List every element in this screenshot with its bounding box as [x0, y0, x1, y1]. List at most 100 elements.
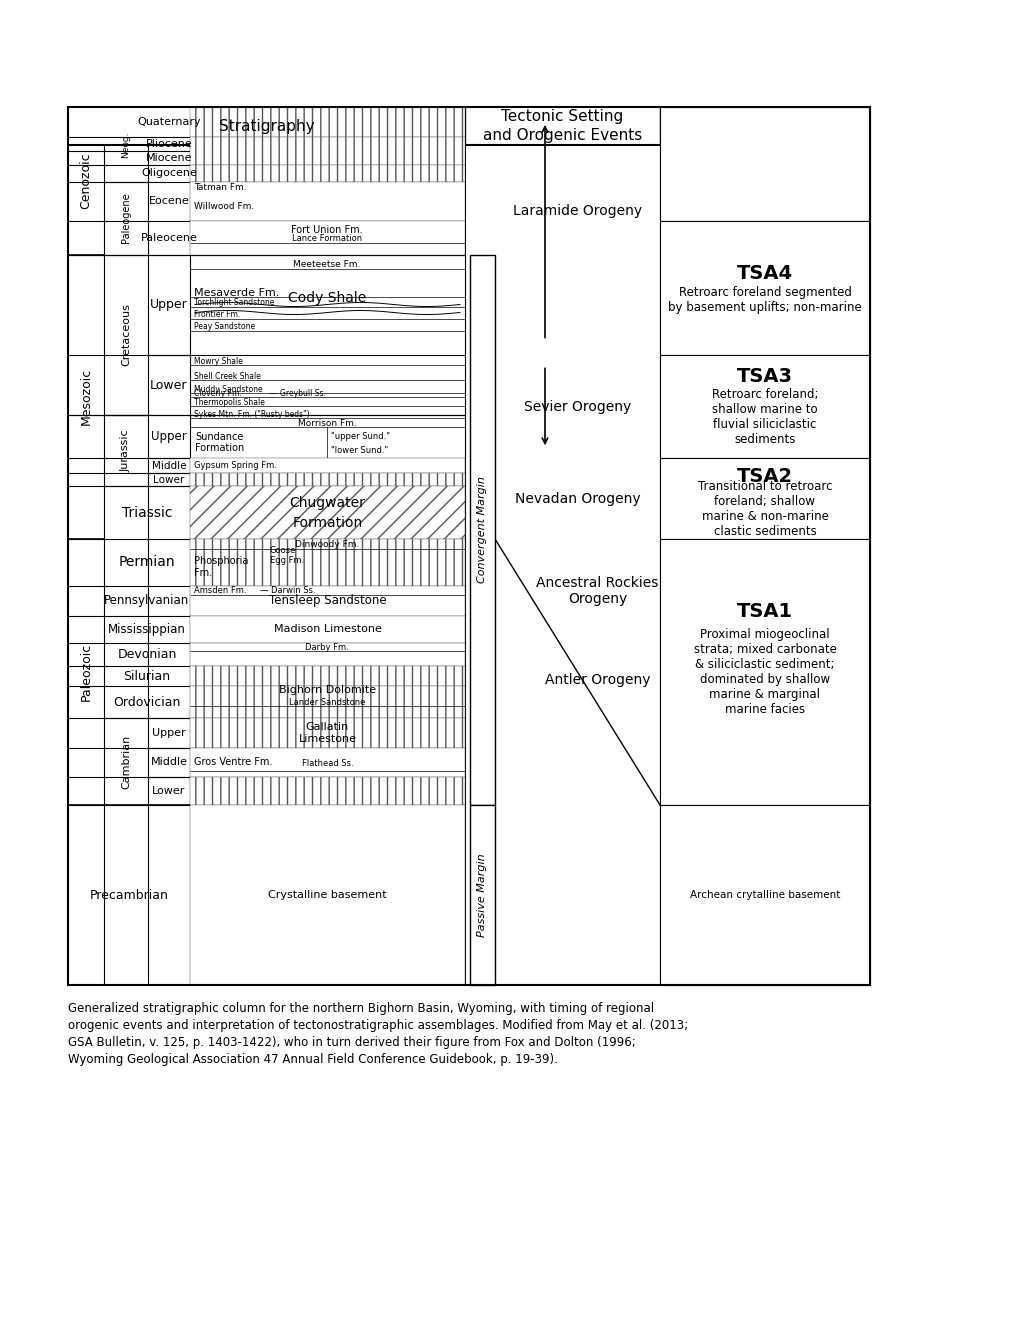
Bar [190, 539, 465, 586]
Text: Neog.: Neog. [121, 131, 130, 157]
Text: Antler Orogeny: Antler Orogeny [544, 673, 650, 688]
Text: Mesozoic: Mesozoic [79, 368, 93, 425]
Text: Crystalline basement: Crystalline basement [268, 890, 386, 900]
Bar [190, 667, 465, 686]
Text: Proximal miogeoclinal
strata; mixed carbonate
& siliciclastic sediment;
dominate: Proximal miogeoclinal strata; mixed carb… [693, 628, 836, 715]
Text: Paleocene: Paleocene [141, 232, 198, 243]
Text: Oligocene: Oligocene [141, 168, 197, 178]
Text: Middle: Middle [151, 758, 187, 767]
Bar [190, 643, 465, 667]
Bar [470, 805, 494, 985]
Text: Ancestral Rockies
Orogeny: Ancestral Rockies Orogeny [536, 576, 658, 606]
Bar [659, 355, 869, 458]
Bar [190, 586, 465, 616]
Text: Meeteetse Fm.: Meeteetse Fm. [293, 260, 361, 269]
Text: "upper Sund.": "upper Sund." [331, 432, 389, 441]
Text: Paleogene: Paleogene [121, 193, 130, 243]
Text: Devonian: Devonian [117, 648, 176, 661]
Text: TSA3: TSA3 [737, 367, 792, 387]
Text: Lander Sandstone: Lander Sandstone [288, 697, 365, 706]
Text: Cloverly Fm.: Cloverly Fm. [194, 388, 242, 397]
Text: — Darwin Ss.: — Darwin Ss. [260, 586, 315, 595]
Text: Upper: Upper [151, 430, 186, 444]
Text: Ordovician: Ordovician [113, 696, 180, 709]
Text: TSA1: TSA1 [736, 602, 793, 622]
Text: Tatman Fm.: Tatman Fm. [194, 183, 247, 193]
Bar [470, 255, 494, 805]
Text: Silurian: Silurian [123, 669, 170, 682]
Bar [190, 458, 465, 473]
Text: Convergent Margin: Convergent Margin [477, 477, 487, 583]
Text: Frontier Fm.: Frontier Fm. [194, 310, 240, 319]
Text: Gallatin
Limestone: Gallatin Limestone [299, 722, 357, 743]
Text: Darby Fm.: Darby Fm. [305, 643, 348, 652]
Text: Phosphoria
Fm.: Phosphoria Fm. [194, 557, 249, 578]
Text: Triassic: Triassic [121, 506, 172, 520]
Text: Formation: Formation [292, 516, 363, 529]
Text: Stratigraphy: Stratigraphy [218, 119, 314, 133]
Text: Chugwater: Chugwater [289, 495, 365, 510]
Text: Sykes Mtn. Fm. ("Rusty beds"): Sykes Mtn. Fm. ("Rusty beds") [194, 411, 310, 418]
Bar [190, 473, 465, 486]
Bar [659, 222, 869, 355]
Bar [190, 486, 465, 539]
Text: Bighorn Dolomite: Bighorn Dolomite [278, 685, 376, 696]
Bar [659, 107, 869, 222]
Text: Archean crytalline basement: Archean crytalline basement [689, 890, 840, 900]
Bar [190, 718, 465, 748]
Text: Dinwoody Fm.: Dinwoody Fm. [294, 540, 359, 549]
Bar [190, 686, 465, 718]
Text: Retroarc foreland;
shallow marine to
fluvial siliciclastic
sediments: Retroarc foreland; shallow marine to flu… [711, 388, 817, 446]
Text: Pliocene: Pliocene [146, 139, 193, 149]
Text: Lower: Lower [153, 475, 184, 484]
Text: Goose
Egg Fm.: Goose Egg Fm. [270, 545, 304, 565]
Text: Quaternary: Quaternary [137, 117, 201, 127]
Text: Transitional to retroarc
foreland; shallow
marine & non-marine
clastic sediments: Transitional to retroarc foreland; shall… [697, 479, 832, 537]
Text: Mesaverde Fm.: Mesaverde Fm. [194, 288, 279, 297]
Text: Upper: Upper [150, 298, 187, 312]
Text: Flathead Ss.: Flathead Ss. [302, 759, 353, 768]
Bar [68, 107, 869, 985]
Text: Retroarc foreland segmented
by basement uplifts; non-marine: Retroarc foreland segmented by basement … [667, 286, 861, 314]
Text: Sundance
Formation: Sundance Formation [195, 432, 244, 454]
Text: Mowry Shale: Mowry Shale [194, 356, 243, 366]
Text: Lance Formation: Lance Formation [291, 234, 362, 243]
Text: Permian: Permian [118, 556, 175, 569]
Text: Generalized stratigraphic column for the northern Bighorn Basin, Wyoming, with t: Generalized stratigraphic column for the… [68, 1002, 688, 1067]
Text: Cambrian: Cambrian [121, 734, 130, 788]
Text: Morrison Fm.: Morrison Fm. [298, 418, 356, 428]
Text: Cody Shale: Cody Shale [288, 292, 366, 305]
Text: Middle: Middle [152, 461, 186, 471]
Text: Tectonic Setting
and Orogenic Events: Tectonic Setting and Orogenic Events [482, 110, 642, 143]
Text: Gros Ventre Fm.: Gros Ventre Fm. [194, 758, 272, 767]
Text: Nevadan Orogeny: Nevadan Orogeny [515, 491, 640, 506]
Bar [190, 616, 465, 643]
Text: Passive Margin: Passive Margin [477, 853, 487, 937]
Text: Sevier Orogeny: Sevier Orogeny [524, 400, 631, 414]
Text: Madison Limestone: Madison Limestone [273, 624, 381, 635]
Text: Jurassic: Jurassic [121, 429, 130, 473]
Text: Lower: Lower [150, 379, 187, 392]
Bar [659, 805, 869, 985]
Bar [659, 458, 869, 539]
Text: Tensleep Sandstone: Tensleep Sandstone [268, 594, 386, 607]
Bar [190, 165, 465, 182]
Text: Eocene: Eocene [149, 197, 190, 206]
Text: Shell Creek Shale: Shell Creek Shale [194, 372, 261, 381]
Bar [190, 222, 465, 255]
Text: Tectonostratigraphic
Assemblage: Tectonostratigraphic Assemblage [686, 110, 843, 143]
Text: Cenozoic: Cenozoic [79, 152, 93, 209]
Text: Peay Sandstone: Peay Sandstone [194, 322, 255, 331]
Text: Thermopolis Shale: Thermopolis Shale [194, 397, 265, 407]
Text: Miocene: Miocene [146, 153, 192, 162]
Text: Willwood Fm.: Willwood Fm. [194, 202, 254, 211]
Bar [659, 539, 869, 805]
Bar [190, 182, 465, 222]
Bar [190, 748, 465, 777]
Text: Pennsylvanian: Pennsylvanian [104, 594, 190, 607]
Text: Lower: Lower [152, 785, 185, 796]
Text: Cretaceous: Cretaceous [121, 304, 130, 366]
Bar [190, 777, 465, 805]
Bar [190, 805, 465, 985]
Text: Gypsum Spring Fm.: Gypsum Spring Fm. [194, 461, 276, 470]
